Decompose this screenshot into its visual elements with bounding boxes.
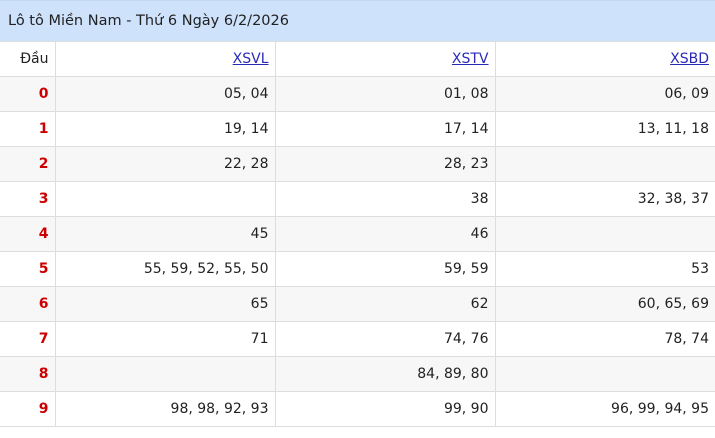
loto-cell: 96, 99, 94, 95 [494,391,715,427]
loto-cell: 01, 08 [274,76,496,112]
dau-digit: 2 [0,146,56,182]
loto-table: Đầu XSVL XSTV XSBD 0 05, 04 01, 08 06, 09 1 1… [0,41,715,427]
loto-cell: 13, 11, 18 [494,111,715,147]
loto-cell [494,216,715,252]
dau-digit: 1 [0,111,56,147]
dau-header: Đầu [0,41,56,77]
loto-cell: 59, 59 [274,251,496,287]
loto-cell: 17, 14 [274,111,496,147]
loto-cell: 62 [274,286,496,322]
loto-cell: 06, 09 [494,76,715,112]
dau-digit: 5 [0,251,56,287]
loto-cell: 05, 04 [54,76,276,112]
loto-cell: 45 [54,216,276,252]
table-row: 1 19, 14 17, 14 13, 11, 18 [0,111,715,147]
table-row: 4 45 46 [0,216,715,252]
page-title: Lô tô Miền Nam - Thứ 6 Ngày 6/2/2026 [0,0,715,41]
dau-digit: 0 [0,76,56,112]
xstv-link[interactable]: XSTV [451,51,489,67]
loto-cell [54,181,276,217]
dau-digit: 9 [0,391,56,427]
loto-cell: 98, 98, 92, 93 [54,391,276,427]
loto-cell: 71 [54,321,276,357]
loto-cell: 84, 89, 80 [274,356,496,392]
loto-cell: 60, 65, 69 [494,286,715,322]
xsbd-link[interactable]: XSBD [670,51,709,67]
loto-cell: 28, 23 [274,146,496,182]
dau-digit: 4 [0,216,56,252]
table-row: 9 98, 98, 92, 93 99, 90 96, 99, 94, 95 [0,391,715,427]
loto-cell [494,146,715,182]
loto-cell: 22, 28 [54,146,276,182]
dau-digit: 8 [0,356,56,392]
header-row: Đầu XSVL XSTV XSBD [0,41,715,77]
loto-cell: 55, 59, 52, 55, 50 [54,251,276,287]
table-row: 0 05, 04 01, 08 06, 09 [0,76,715,112]
table-row: 3 38 32, 38, 37 [0,181,715,217]
table-row: 7 71 74, 76 78, 74 [0,321,715,357]
table-row: 6 65 62 60, 65, 69 [0,286,715,322]
loto-cell [54,356,276,392]
xsvl-link[interactable]: XSVL [232,51,269,67]
dau-digit: 6 [0,286,56,322]
loto-cell: 38 [274,181,496,217]
loto-cell: 74, 76 [274,321,496,357]
loto-cell: 65 [54,286,276,322]
table-row: 2 22, 28 28, 23 [0,146,715,182]
loto-cell: 19, 14 [54,111,276,147]
table-row: 5 55, 59, 52, 55, 50 59, 59 53 [0,251,715,287]
table-row: 8 84, 89, 80 [0,356,715,392]
loto-cell: 32, 38, 37 [494,181,715,217]
loto-cell: 78, 74 [494,321,715,357]
loto-cell: 99, 90 [274,391,496,427]
loto-cell: 53 [494,251,715,287]
dau-digit: 7 [0,321,56,357]
loto-cell: 46 [274,216,496,252]
loto-cell [494,356,715,392]
dau-digit: 3 [0,181,56,217]
